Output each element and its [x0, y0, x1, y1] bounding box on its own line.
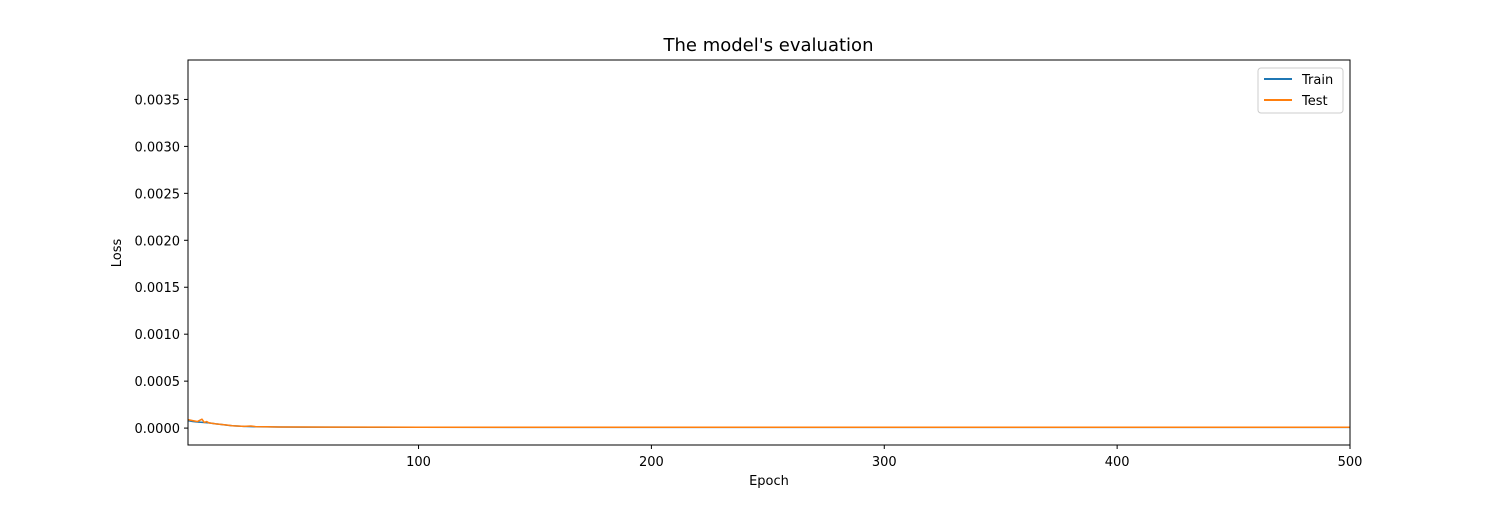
chart-title: The model's evaluation	[663, 35, 874, 56]
y-tick-label: 0.0005	[135, 375, 181, 390]
legend-label-test: Test	[1301, 94, 1328, 109]
y-axis: 0.0000 0.0005 0.0010 0.0015 0.0020 0.0025 0.00…	[135, 93, 188, 437]
x-tick-label: 200	[639, 455, 664, 470]
series-line-test	[187, 418, 1350, 428]
x-tick-label: 300	[872, 455, 897, 470]
y-tick-label: 0.0035	[135, 93, 181, 108]
legend: Train Test	[1257, 67, 1344, 114]
y-tick-label: 0.0025	[135, 187, 181, 202]
x-axis: 100 200 300 400 500	[406, 445, 1362, 470]
x-tick-label: 400	[1105, 455, 1130, 470]
y-tick-label: 0.0000	[135, 422, 181, 437]
legend-label-train: Train	[1301, 73, 1333, 88]
y-tick-label: 0.0030	[135, 140, 181, 155]
x-tick-label: 100	[406, 455, 431, 470]
y-axis-label: Loss	[110, 239, 125, 268]
y-tick-label: 0.0020	[135, 234, 181, 249]
x-axis-label: Epoch	[749, 474, 789, 489]
plot-frame	[187, 59, 1351, 446]
y-tick-label: 0.0015	[135, 281, 181, 296]
x-tick-label: 500	[1338, 455, 1363, 470]
series-line-train	[187, 419, 1350, 429]
plot-lines	[187, 418, 1350, 429]
y-tick-label: 0.0010	[135, 328, 181, 343]
